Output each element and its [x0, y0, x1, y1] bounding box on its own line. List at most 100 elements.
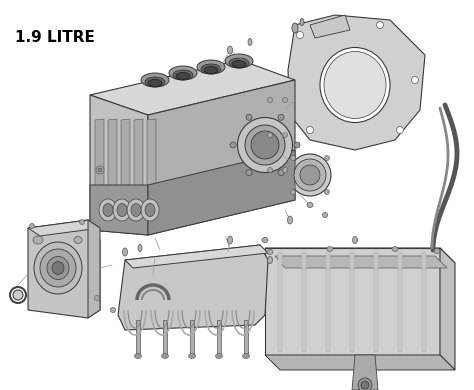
Ellipse shape — [33, 236, 43, 244]
Ellipse shape — [173, 70, 193, 80]
Ellipse shape — [267, 133, 273, 138]
Polygon shape — [95, 119, 104, 186]
Ellipse shape — [327, 246, 333, 252]
Polygon shape — [90, 95, 148, 235]
Ellipse shape — [322, 213, 328, 218]
Ellipse shape — [376, 21, 383, 28]
Ellipse shape — [248, 39, 252, 46]
Ellipse shape — [135, 353, 142, 358]
Ellipse shape — [289, 154, 331, 196]
Ellipse shape — [232, 60, 246, 67]
Polygon shape — [148, 80, 295, 235]
Ellipse shape — [47, 257, 69, 280]
Ellipse shape — [96, 166, 104, 174]
Ellipse shape — [246, 114, 252, 120]
Polygon shape — [422, 252, 426, 352]
Ellipse shape — [237, 117, 292, 172]
Ellipse shape — [228, 46, 233, 54]
Ellipse shape — [246, 170, 252, 176]
Ellipse shape — [325, 156, 329, 161]
Ellipse shape — [117, 204, 127, 216]
Polygon shape — [134, 119, 143, 186]
Ellipse shape — [320, 48, 390, 122]
Polygon shape — [217, 320, 221, 355]
Ellipse shape — [300, 18, 304, 25]
Ellipse shape — [162, 353, 168, 358]
Polygon shape — [350, 252, 354, 352]
Ellipse shape — [197, 60, 225, 74]
Ellipse shape — [411, 76, 419, 83]
Ellipse shape — [228, 236, 233, 244]
Ellipse shape — [251, 131, 279, 159]
Polygon shape — [28, 220, 100, 318]
Ellipse shape — [278, 114, 284, 120]
Polygon shape — [265, 248, 440, 355]
Ellipse shape — [145, 77, 165, 87]
Ellipse shape — [262, 238, 268, 243]
Ellipse shape — [434, 248, 440, 254]
Ellipse shape — [353, 236, 357, 243]
Ellipse shape — [283, 133, 288, 138]
Polygon shape — [398, 252, 402, 352]
Ellipse shape — [267, 250, 273, 255]
Ellipse shape — [201, 64, 221, 74]
Ellipse shape — [40, 249, 76, 287]
Ellipse shape — [176, 73, 190, 80]
Ellipse shape — [74, 236, 82, 243]
Ellipse shape — [396, 126, 403, 133]
Ellipse shape — [291, 156, 295, 161]
Ellipse shape — [131, 204, 141, 216]
Polygon shape — [90, 185, 148, 235]
Ellipse shape — [392, 246, 398, 252]
Polygon shape — [147, 119, 156, 186]
Polygon shape — [108, 119, 117, 186]
Ellipse shape — [145, 204, 155, 216]
Polygon shape — [352, 355, 378, 390]
Ellipse shape — [267, 98, 273, 103]
Ellipse shape — [225, 54, 253, 68]
Ellipse shape — [230, 142, 236, 148]
Ellipse shape — [169, 66, 197, 80]
Polygon shape — [28, 220, 100, 236]
Ellipse shape — [189, 353, 195, 358]
Ellipse shape — [216, 353, 222, 358]
Polygon shape — [275, 256, 447, 268]
Ellipse shape — [52, 262, 64, 275]
Ellipse shape — [13, 290, 23, 300]
Ellipse shape — [34, 242, 82, 294]
Polygon shape — [302, 252, 306, 352]
Ellipse shape — [283, 98, 288, 103]
Polygon shape — [121, 119, 130, 186]
Ellipse shape — [98, 168, 102, 172]
Ellipse shape — [292, 23, 298, 33]
Ellipse shape — [204, 67, 218, 73]
Polygon shape — [310, 15, 350, 38]
Ellipse shape — [29, 223, 35, 229]
Ellipse shape — [103, 204, 113, 216]
Ellipse shape — [307, 202, 313, 207]
Ellipse shape — [300, 165, 320, 185]
Polygon shape — [244, 320, 248, 355]
Polygon shape — [288, 15, 425, 150]
Ellipse shape — [294, 159, 326, 191]
Ellipse shape — [229, 58, 249, 68]
Polygon shape — [190, 320, 194, 355]
Ellipse shape — [245, 125, 285, 165]
Polygon shape — [148, 150, 295, 235]
Ellipse shape — [99, 199, 117, 221]
Text: 1.9 LITRE: 1.9 LITRE — [15, 30, 95, 45]
Ellipse shape — [267, 167, 273, 172]
Ellipse shape — [94, 296, 100, 301]
Ellipse shape — [307, 126, 313, 133]
Polygon shape — [440, 248, 455, 370]
Ellipse shape — [141, 199, 159, 221]
Ellipse shape — [291, 190, 295, 195]
Polygon shape — [125, 245, 268, 268]
Polygon shape — [326, 252, 330, 352]
Polygon shape — [163, 320, 167, 355]
Ellipse shape — [358, 378, 372, 390]
Ellipse shape — [148, 80, 162, 87]
Ellipse shape — [141, 73, 169, 87]
Ellipse shape — [127, 199, 145, 221]
Polygon shape — [278, 252, 282, 352]
